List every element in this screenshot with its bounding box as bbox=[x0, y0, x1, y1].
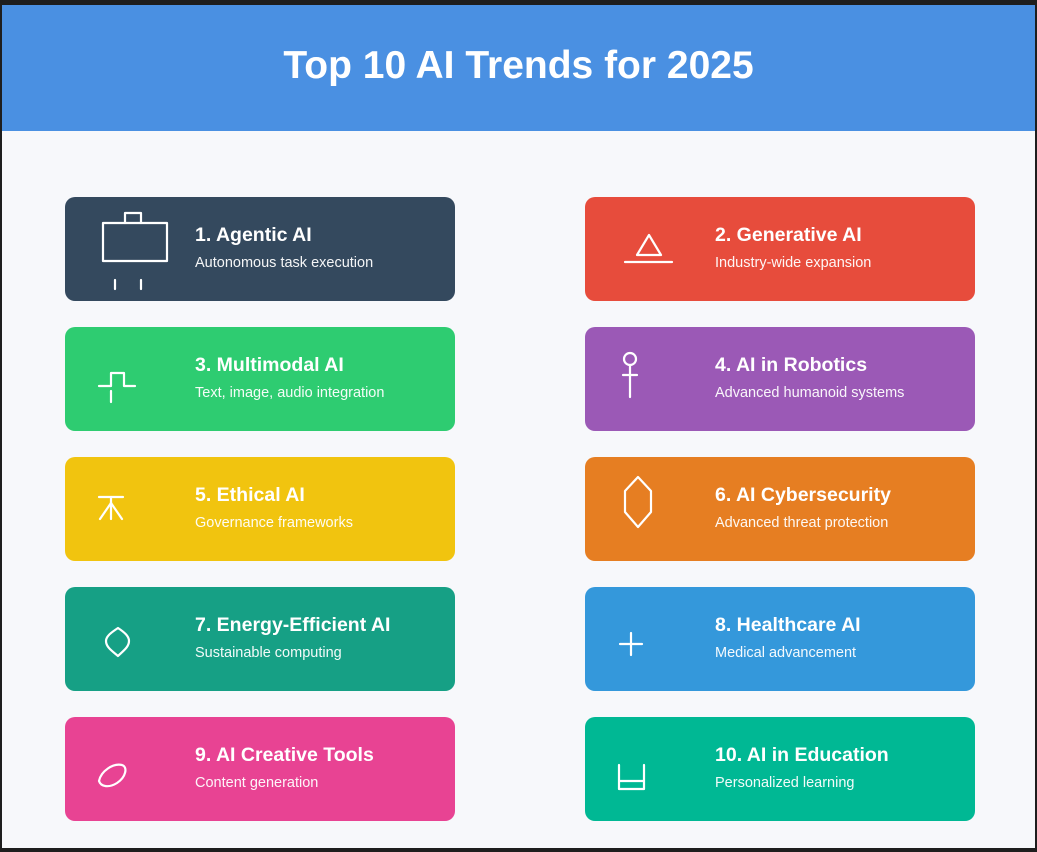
robot-icon bbox=[91, 203, 183, 295]
trend-description: Advanced threat protection bbox=[715, 515, 889, 531]
brush-icon bbox=[91, 723, 183, 815]
leaf-icon bbox=[91, 593, 183, 685]
trend-card-generative-ai: 2. Generative AI Industry-wide expansion bbox=[585, 197, 975, 301]
trend-title: 1. Agentic AI bbox=[195, 224, 312, 246]
trend-title: 5. Ethical AI bbox=[195, 484, 305, 506]
trend-description: Content generation bbox=[195, 775, 319, 791]
triangle-icon bbox=[611, 203, 703, 295]
book-icon bbox=[611, 723, 703, 815]
header-banner: Top 10 AI Trends for 2025 bbox=[2, 5, 1035, 131]
trend-card-ai-in-education: 10. AI in Education Personalized learnin… bbox=[585, 717, 975, 821]
humanoid-icon bbox=[611, 333, 703, 425]
trend-card-ethical-ai: 5. Ethical AI Governance frameworks bbox=[65, 457, 455, 561]
trend-title: 2. Generative AI bbox=[715, 224, 862, 246]
trend-description: Sustainable computing bbox=[195, 645, 342, 661]
trend-card-ai-in-robotics: 4. AI in Robotics Advanced humanoid syst… bbox=[585, 327, 975, 431]
infographic: Top 10 AI Trends for 2025 1. Agentic AI … bbox=[2, 5, 1035, 848]
trend-description: Personalized learning bbox=[715, 775, 855, 791]
trend-title: 7. Energy-Efficient AI bbox=[195, 614, 391, 636]
trend-description: Advanced humanoid systems bbox=[715, 385, 905, 401]
trend-description: Governance frameworks bbox=[195, 515, 353, 531]
trend-title: 6. AI Cybersecurity bbox=[715, 484, 891, 506]
trend-card-ai-cybersecurity: 6. AI Cybersecurity Advanced threat prot… bbox=[585, 457, 975, 561]
signal-icon bbox=[91, 333, 183, 425]
trend-card-agentic-ai: 1. Agentic AI Autonomous task execution bbox=[65, 197, 455, 301]
shield-icon bbox=[611, 463, 703, 555]
trend-description: Medical advancement bbox=[715, 645, 857, 661]
trend-title: 8. Healthcare AI bbox=[715, 614, 861, 636]
medical-cross-icon bbox=[611, 593, 703, 685]
trend-description: Text, image, audio integration bbox=[195, 385, 385, 401]
trend-description: Autonomous task execution bbox=[195, 255, 374, 271]
trend-card-multimodal-ai: 3. Multimodal AI Text, image, audio inte… bbox=[65, 327, 455, 431]
trend-description: Industry-wide expansion bbox=[715, 255, 872, 271]
trend-card-ai-creative-tools: 9. AI Creative Tools Content generation bbox=[65, 717, 455, 821]
trend-title: 9. AI Creative Tools bbox=[195, 744, 374, 766]
scale-icon bbox=[91, 463, 183, 555]
trend-title: 10. AI in Education bbox=[715, 744, 889, 766]
page-title: Top 10 AI Trends for 2025 bbox=[283, 44, 754, 87]
trend-title: 3. Multimodal AI bbox=[195, 354, 344, 376]
trend-card-healthcare-ai: 8. Healthcare AI Medical advancement bbox=[585, 587, 975, 691]
trend-card-energy-efficient-ai: 7. Energy-Efficient AI Sustainable compu… bbox=[65, 587, 455, 691]
trend-title: 4. AI in Robotics bbox=[715, 354, 868, 376]
